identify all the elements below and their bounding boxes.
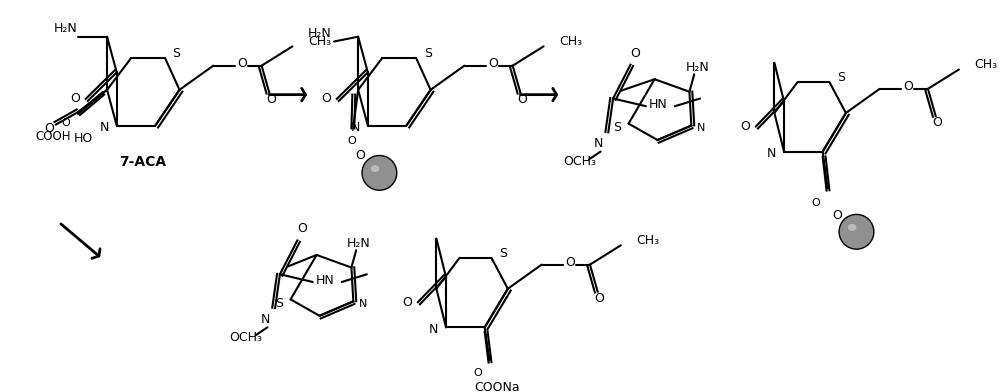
Ellipse shape [376,169,383,176]
Text: CH₃: CH₃ [974,58,997,71]
Text: HO: HO [73,132,93,145]
Text: O: O [237,57,247,70]
Text: N: N [351,121,360,134]
Text: O: O [595,292,605,305]
Text: OCH₃: OCH₃ [563,155,596,168]
Text: O: O [933,116,943,129]
Text: O: O [517,93,527,106]
Text: O: O [61,118,70,128]
Text: HN: HN [316,274,335,287]
Ellipse shape [855,230,858,234]
Text: O: O [740,120,750,133]
Ellipse shape [843,218,870,246]
Ellipse shape [853,228,860,235]
Text: CH₃: CH₃ [559,35,582,48]
Ellipse shape [372,166,386,180]
Text: H₂N: H₂N [347,237,371,250]
Text: O: O [832,209,842,222]
Text: N: N [261,313,270,326]
Text: O: O [812,198,820,208]
Text: O: O [474,368,482,378]
Ellipse shape [841,216,872,247]
Text: S: S [613,121,621,134]
Text: CH₃: CH₃ [308,35,331,48]
Text: COOH: COOH [35,130,71,143]
Ellipse shape [839,214,874,249]
Ellipse shape [851,227,862,237]
Ellipse shape [839,214,874,249]
Text: S: S [424,47,432,60]
Text: H₂N: H₂N [54,22,77,35]
Text: HN: HN [649,98,668,111]
Text: O: O [355,149,365,162]
Text: COONa: COONa [474,381,520,392]
Ellipse shape [371,164,388,181]
Text: O: O [321,93,331,105]
Text: S: S [173,47,181,60]
Text: O: O [904,80,914,93]
Text: S: S [837,71,845,84]
Text: OCH₃: OCH₃ [230,330,263,343]
Ellipse shape [850,225,863,239]
Text: O: O [488,57,498,70]
Text: O: O [566,256,576,269]
Text: N: N [429,323,438,336]
Text: O: O [297,222,307,235]
Text: N: N [697,123,705,133]
Text: 7-ACA: 7-ACA [119,155,166,169]
Ellipse shape [362,156,397,190]
Text: O: O [44,122,54,135]
Ellipse shape [371,165,379,172]
Ellipse shape [846,221,867,242]
Ellipse shape [369,162,390,183]
Text: N: N [594,137,603,151]
Text: N: N [359,299,367,309]
Text: S: S [275,297,283,310]
Ellipse shape [362,156,397,190]
Ellipse shape [848,224,856,231]
Ellipse shape [844,220,869,244]
Text: N: N [767,147,776,160]
Text: O: O [402,296,412,309]
Ellipse shape [848,223,865,240]
Text: H₂N: H₂N [308,27,331,40]
Ellipse shape [367,161,392,185]
Ellipse shape [364,157,395,189]
Text: H₂N: H₂N [685,61,709,74]
Text: O: O [70,93,80,105]
Text: O: O [630,47,640,60]
Text: O: O [266,93,276,106]
Ellipse shape [378,171,381,174]
Ellipse shape [374,168,385,178]
Text: O: O [347,136,356,146]
Ellipse shape [365,159,393,187]
Text: N: N [99,121,109,134]
Text: CH₃: CH₃ [636,234,659,247]
Text: S: S [499,247,507,260]
